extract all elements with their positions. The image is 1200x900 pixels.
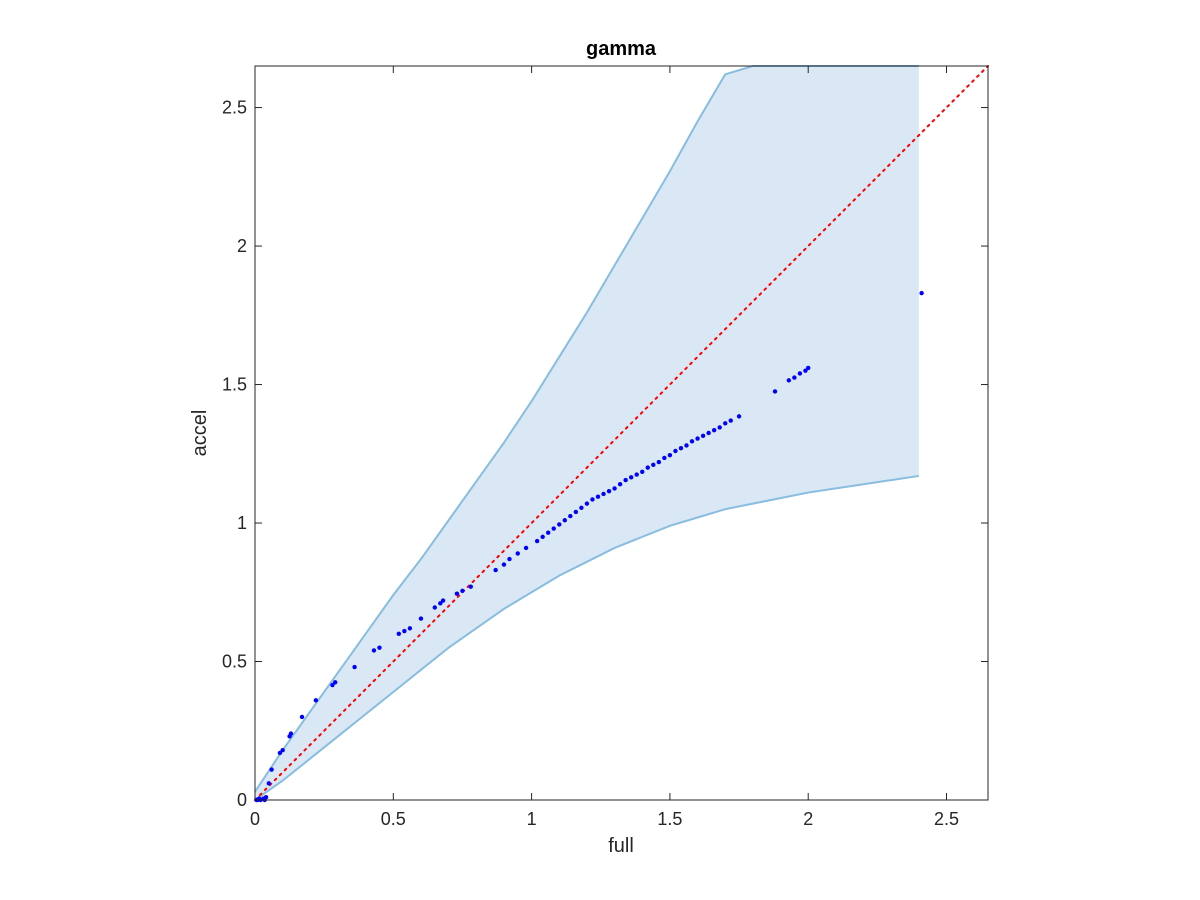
- data-point: [407, 626, 413, 631]
- reference-diagonal: [254, 65, 989, 801]
- data-point: [573, 509, 579, 515]
- axes-box: [254, 65, 989, 801]
- data-point: [438, 601, 443, 606]
- data-point: [263, 795, 269, 800]
- data-point: [651, 462, 656, 468]
- data-point: [551, 526, 556, 531]
- x-axis-label: full: [608, 835, 634, 857]
- data-point: [468, 584, 473, 589]
- data-point: [606, 488, 612, 494]
- data-point: [623, 477, 628, 483]
- y-tick-label: 0: [237, 790, 247, 810]
- data-point: [277, 750, 283, 756]
- x-tick-label: 1.5: [657, 809, 682, 829]
- data-point: [402, 628, 407, 634]
- data-point: [515, 551, 520, 556]
- data-point: [352, 664, 357, 670]
- data-point: [803, 368, 808, 373]
- data-point: [736, 414, 742, 419]
- data-point: [440, 598, 446, 603]
- y-tick-label: 1: [237, 513, 247, 533]
- y-tick-label: 1.5: [222, 375, 247, 395]
- x-tick-label: 1: [527, 809, 537, 829]
- data-point: [523, 545, 529, 551]
- y-tick-label: 0.5: [222, 652, 247, 672]
- axis-ticks: 0 0.5 1 1.5 2 2.5 0 0.5 1 1.5 2 2.5: [222, 66, 988, 829]
- data-point: [299, 714, 305, 720]
- y-tick-label: 2.5: [222, 98, 247, 118]
- data-point: [418, 616, 424, 621]
- data-point: [678, 446, 684, 451]
- data-point: [601, 491, 606, 497]
- data-point: [330, 682, 335, 688]
- scatter-points: [254, 290, 924, 803]
- data-point: [493, 567, 498, 573]
- data-point: [612, 486, 617, 491]
- data-point: [723, 421, 728, 426]
- data-point: [534, 538, 540, 544]
- data-point: [269, 767, 274, 772]
- y-axis-label: accel: [189, 410, 211, 457]
- x-tick-label: 2.5: [934, 809, 959, 829]
- data-point: [584, 501, 590, 506]
- data-point: [684, 443, 689, 448]
- data-point: [288, 731, 294, 736]
- data-point: [595, 494, 601, 499]
- data-point: [266, 781, 272, 786]
- data-point: [792, 375, 797, 380]
- data-point: [711, 428, 717, 433]
- data-point: [454, 591, 460, 596]
- data-point: [377, 645, 382, 650]
- data-point: [772, 389, 778, 394]
- data-point: [656, 459, 662, 465]
- data-point: [806, 365, 811, 371]
- data-point: [797, 371, 803, 376]
- data-point: [546, 530, 551, 535]
- data-point: [396, 631, 402, 637]
- data-point: [432, 605, 437, 610]
- data-point: [579, 505, 584, 510]
- data-point: [280, 747, 285, 753]
- data-point: [460, 588, 465, 594]
- data-point: [333, 680, 338, 685]
- data-point: [667, 452, 673, 458]
- x-tick-label: 2: [803, 809, 813, 829]
- band-lower-edge: [254, 474, 919, 801]
- data-point: [557, 522, 562, 527]
- chart-title: gamma: [586, 38, 657, 60]
- data-point: [700, 433, 706, 438]
- data-point: [507, 556, 512, 562]
- data-point: [689, 439, 695, 444]
- data-point: [562, 518, 567, 523]
- data-point: [617, 482, 623, 487]
- data-point: [662, 455, 667, 461]
- plot-area: 0 0.5 1 1.5 2 2.5 0 0.5 1 1.5 2 2.5: [222, 65, 989, 829]
- data-point: [501, 562, 507, 567]
- data-point: [645, 465, 650, 470]
- data-point: [717, 425, 722, 430]
- x-tick-label: 0.5: [381, 809, 406, 829]
- data-point: [590, 497, 595, 502]
- data-point: [640, 469, 645, 474]
- data-point: [728, 418, 733, 423]
- data-point: [634, 472, 639, 477]
- data-point: [540, 534, 545, 540]
- reference-line: [254, 65, 989, 801]
- x-tick-label: 0: [250, 809, 260, 829]
- y-tick-label: 2: [237, 236, 247, 256]
- data-point: [371, 648, 377, 653]
- data-point: [695, 436, 700, 441]
- data-point: [786, 378, 792, 383]
- data-point: [673, 448, 678, 454]
- data-point: [919, 290, 924, 296]
- data-point: [313, 698, 319, 703]
- data-point: [706, 430, 711, 436]
- data-point: [568, 513, 573, 519]
- data-point: [628, 475, 634, 480]
